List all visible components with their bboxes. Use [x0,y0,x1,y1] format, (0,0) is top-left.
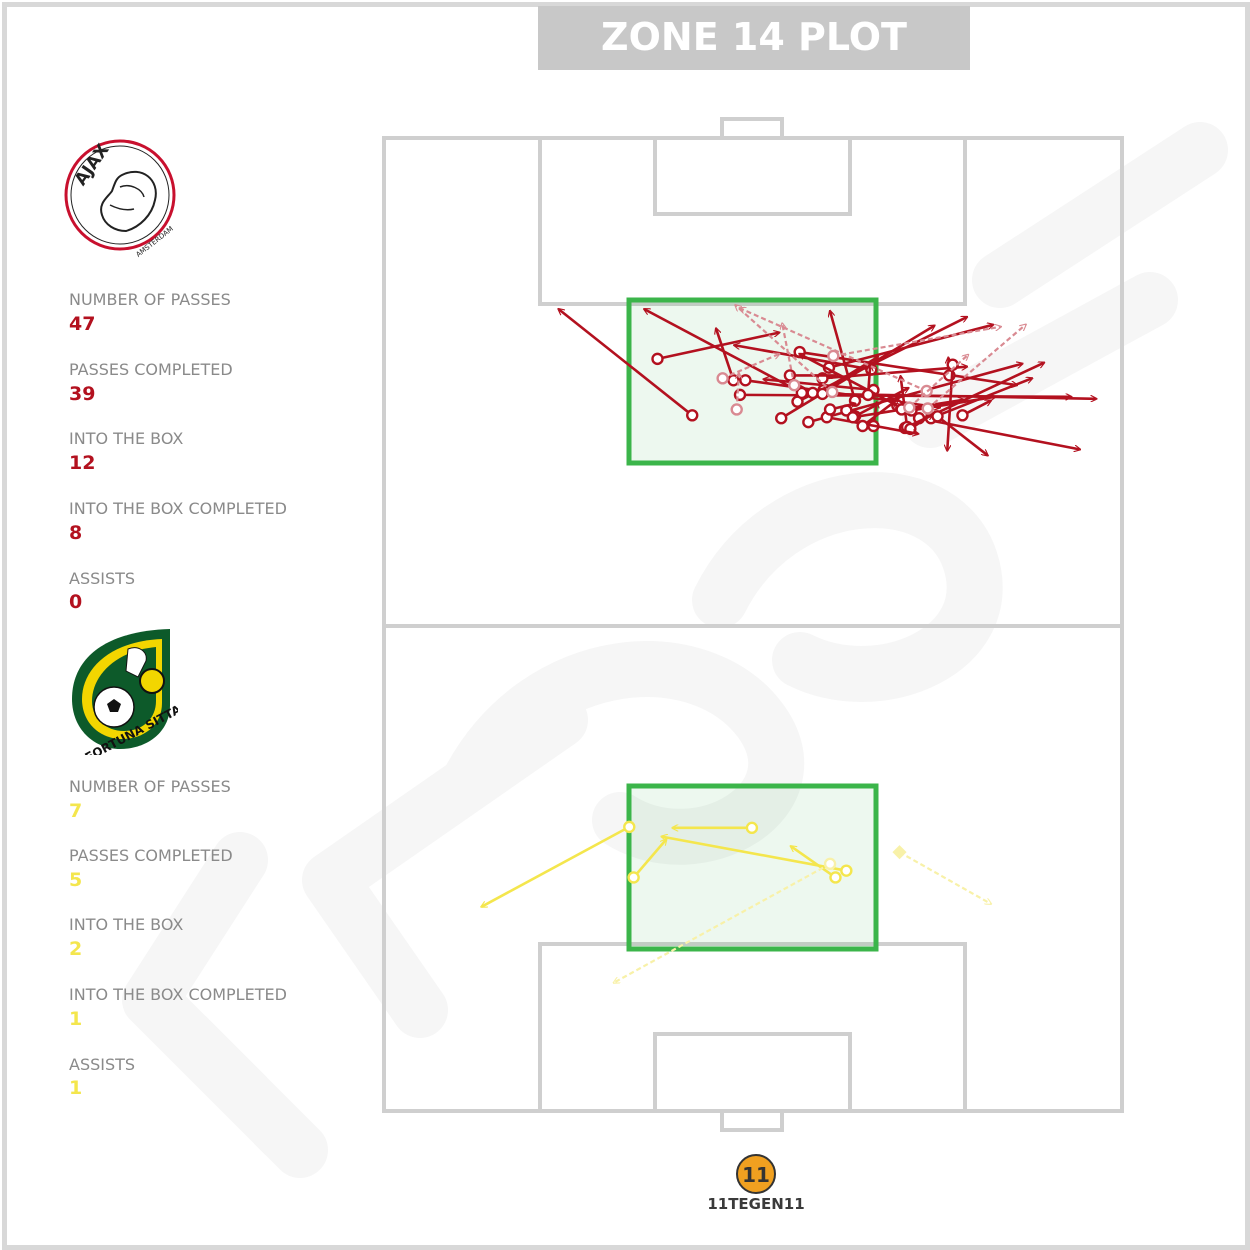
home-pass-line-12 [796,317,966,403]
home-pass-origin-44 [921,402,934,415]
home-stat-label-2: INTO THE BOX [69,429,184,448]
home-pass-origin-41 [730,403,743,416]
home-pass-line-26 [901,376,909,428]
brand-logo: 11 [736,1154,776,1194]
home-pass-line-37 [947,364,954,451]
home-pass-origin-42 [826,385,839,399]
home-pass-line-21 [800,354,898,407]
away-stat-value-1: 5 [69,869,83,891]
home-pass-line-8 [830,311,857,402]
home-stat-value-0: 47 [69,313,96,335]
top-six-yard-box [653,136,852,216]
home-pass-line-10 [918,416,1080,449]
away-stat-label-3: INTO THE BOX COMPLETED [69,985,287,1004]
away-pass-origin-3 [829,871,842,884]
home-stat-label-1: PASSES COMPLETED [69,360,233,379]
brand-logo-mark: 11 [742,1163,770,1187]
home-stat-value-2: 12 [69,452,96,474]
home-pass-line-43 [740,308,928,392]
home-pass-origin-31 [856,419,869,433]
home-stat-value-4: 0 [69,591,83,613]
home-stat-value-1: 39 [69,383,96,405]
away-stat-value-0: 7 [69,800,83,822]
home-pass-origin-9 [802,415,815,429]
fortuna-sittard-logo: FORTUNA SITTARD [72,629,178,755]
home-pass-origin-22 [861,388,875,402]
top-goal [720,117,784,140]
away-pass-origin-1 [627,871,640,884]
away-pass-line-3 [791,846,837,879]
brand-name: 11TEGEN11 [707,1195,805,1213]
away-pass-origin-2 [840,864,853,877]
home-pass-origin-46 [827,349,840,363]
top-penalty-area [538,136,967,306]
home-stat-label-3: INTO THE BOX COMPLETED [69,499,287,518]
ajax-logo: AJAX AMSTERDAM [64,139,176,259]
home-pass-origin-39 [716,372,729,385]
home-pass-origin-28 [956,409,969,422]
home-pass-line-38 [936,415,988,455]
away-pass-line-0 [482,825,630,907]
away-pass-origin-0 [623,820,636,834]
home-pass-line-30 [826,415,918,434]
home-pass-origin-5 [651,352,664,366]
home-pass-line-44 [927,325,1026,410]
home-pass-origin-16 [806,386,819,400]
away-stat-label-2: INTO THE BOX [69,915,184,934]
home-pass-origin-1 [727,374,740,387]
home-pass-line-1 [716,329,735,381]
home-pass-line-0 [559,309,694,417]
bottom-goal [720,1109,784,1132]
away-pass-origin-4 [745,821,759,835]
home-pass-origin-3 [775,412,788,425]
home-pass-line-40 [782,324,796,386]
home-pass-origin-38 [931,410,944,423]
home-pass-origin-35 [846,411,860,424]
away-pass-line-1 [632,840,667,879]
home-pass-line-15 [644,309,803,395]
away-stat-value-2: 2 [69,938,83,960]
away-stat-label-1: PASSES COMPLETED [69,846,233,865]
home-pass-line-34 [854,388,908,418]
home-pass-origin-40 [788,378,801,392]
home-pass-line-39 [722,354,779,380]
away-pass-line-5 [614,862,831,983]
home-pass-line-5 [657,333,779,361]
bottom-penalty-area [538,942,967,1113]
home-pass-line-41 [737,373,739,410]
home-pass-line-42 [736,305,833,393]
home-stat-label-4: ASSISTS [69,569,136,588]
away-stat-value-3: 1 [69,1008,83,1030]
home-pass-origin-33 [823,403,837,416]
away-pass-origin-5 [823,857,837,871]
away-stat-value-4: 1 [69,1077,83,1099]
pitch-lines [382,117,1124,1132]
away-pass-line-6 [898,851,991,904]
home-pass-origin-0 [686,409,699,422]
away-stat-label-4: ASSISTS [69,1055,136,1074]
away-stat-label-0: NUMBER OF PASSES [69,777,231,796]
away-passes [482,820,991,983]
home-passes [559,305,1096,455]
home-stat-value-3: 8 [69,522,83,544]
home-pass-origin-45 [903,401,916,414]
bottom-six-yard-box [653,1032,852,1113]
home-pass-line-46 [833,327,1000,358]
home-pass-origin-2 [739,374,752,387]
away-pass-origin-6 [892,845,907,860]
home-stat-label-0: NUMBER OF PASSES [69,290,231,309]
chart-title: ZONE 14 PLOT [538,6,970,70]
home-pass-line-45 [908,355,968,409]
home-pass-line-18 [822,367,966,380]
zone14-away [626,783,879,952]
home-pass-origin-17 [816,387,829,401]
